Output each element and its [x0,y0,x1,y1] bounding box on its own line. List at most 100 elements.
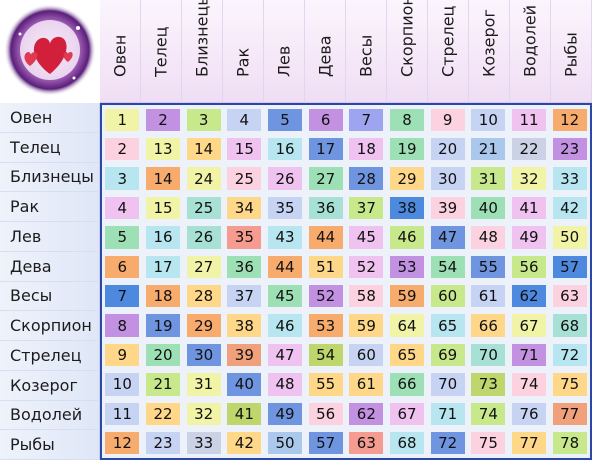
grid-cell: 41 [509,193,550,222]
grid-cell: 78 [549,429,590,458]
grid-cell: 21 [143,370,184,399]
row-header-label: Козерог [0,370,100,401]
grid-cell-value: 30 [186,343,221,367]
column-header-label: Стрелец [438,5,458,77]
column-header: Овен [100,0,141,103]
column-header-label: Лев [274,45,294,77]
column-header-label: Козерог [479,9,499,77]
grid-cell-value: 12 [105,432,140,455]
row-header-label: Близнецы [0,162,100,193]
grid-cell-value: 48 [471,226,506,249]
grid-cell-value: 18 [145,285,181,308]
grid-cell-value: 71 [511,343,547,367]
grid-cell: 4 [102,193,143,222]
grid-cell: 22 [509,134,550,163]
grid-cell-value: 59 [349,314,384,337]
grid-cell-value: 70 [430,373,465,396]
grid-cell-value: 66 [471,314,506,337]
grid-cell: 22 [143,399,184,428]
grid-cell-value: 39 [430,196,465,220]
grid-cell: 53 [305,311,346,340]
grid-cell-value: 42 [227,432,262,455]
grid-cell: 76 [509,399,550,428]
grid-cell: 55 [305,370,346,399]
column-header: Рыбы [551,0,592,103]
grid-cell-value: 37 [227,285,262,308]
grid-cell: 40 [224,370,265,399]
grid-cell-value: 4 [105,196,140,220]
grid-cell: 32 [183,399,224,428]
grid-cell-value: 21 [145,373,181,396]
grid-cell: 17 [143,252,184,281]
grid-cell: 71 [509,340,550,369]
column-header-label: Дева [315,35,335,77]
grid-cell-value: 77 [552,402,587,426]
column-header: Лев [264,0,305,103]
grid-cell: 70 [427,370,468,399]
grid-cell-value: 38 [227,314,262,337]
grid-cell-value: 49 [267,402,303,426]
grid-cell: 10 [102,370,143,399]
grid-cell: 18 [143,281,184,310]
grid-cell-value: 40 [471,196,506,220]
grid-cell: 23 [143,429,184,458]
grid-cell-value: 37 [349,196,384,220]
grid-cell-value: 1 [105,108,140,131]
grid-cell-value: 61 [471,285,506,308]
grid-cell: 61 [346,370,387,399]
grid-cell: 61 [468,281,509,310]
grid-cell-value: 20 [145,343,181,367]
grid-cell-value: 20 [430,137,465,161]
grid-cell: 45 [265,281,306,310]
grid-cell: 71 [427,399,468,428]
grid-cell: 62 [509,281,550,310]
grid-cell: 74 [468,399,509,428]
row-header-label: Лев [0,222,100,252]
grid-cell-value: 60 [430,285,465,308]
grid-cell-value: 65 [430,314,465,337]
grid-cell-value: 49 [511,226,547,249]
grid-cell: 62 [346,399,387,428]
grid-cell-value: 58 [349,285,384,308]
grid-cell-value: 28 [186,285,221,308]
grid-cell-value: 47 [267,343,303,367]
grid-cell-value: 74 [511,373,547,396]
grid-cell-value: 17 [308,137,343,161]
grid-cell: 75 [549,370,590,399]
grid-cell: 4 [224,105,265,134]
grid-cell: 68 [549,311,590,340]
grid-cell-value: 78 [552,432,587,455]
row-header-label: Рыбы [0,430,100,460]
grid-cell-value: 14 [186,137,221,161]
grid-cell-value: 4 [227,108,262,131]
grid-cell: 50 [265,429,306,458]
grid-cell: 9 [102,340,143,369]
grid-cell-value: 42 [552,196,587,220]
grid-cell: 19 [143,311,184,340]
grid-cell: 37 [346,193,387,222]
grid-cell: 77 [549,399,590,428]
grid-cell: 57 [549,252,590,281]
grid-cell-value: 34 [227,196,262,220]
grid-cell-value: 50 [267,432,303,455]
grid-cell: 36 [224,252,265,281]
grid-cell: 11 [102,399,143,428]
grid-cell-value: 5 [267,108,303,131]
column-header: Телец [141,0,182,103]
grid-cell-value: 48 [267,373,303,396]
column-header-label: Скорпион [397,0,417,77]
grid-cell: 35 [265,193,306,222]
grid-cell: 53 [387,252,428,281]
grid-cell-value: 59 [389,285,425,308]
grid-cell: 60 [346,340,387,369]
grid-cell: 75 [468,429,509,458]
row-header-label: Телец [0,132,100,163]
grid-cell-value: 64 [389,314,425,337]
grid-cell: 19 [387,134,428,163]
grid-cell-value: 63 [552,285,587,308]
grid-cell: 31 [183,370,224,399]
grid-cell: 35 [224,223,265,252]
row-header-label: Весы [0,281,100,312]
column-header: Близнецы [182,0,223,103]
grid-cell: 51 [305,252,346,281]
